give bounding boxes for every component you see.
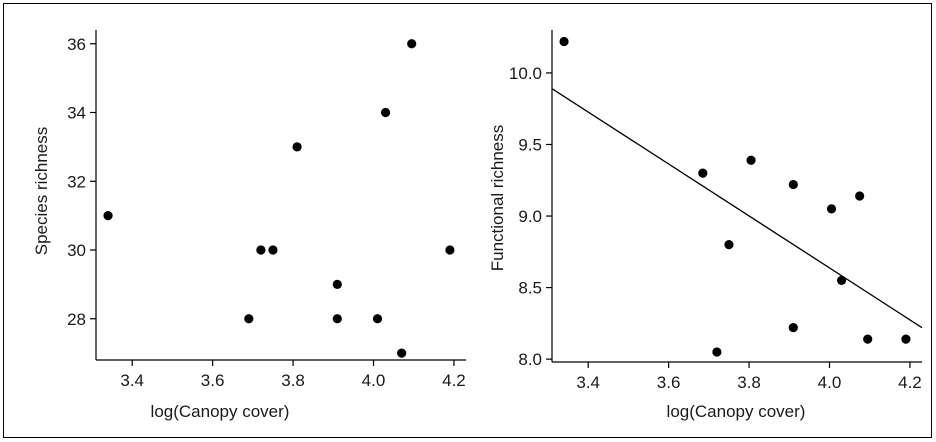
data-point	[698, 168, 708, 178]
data-point	[244, 314, 254, 324]
x-axis-title: log(Canopy cover)	[667, 402, 806, 421]
data-point	[863, 334, 873, 344]
data-point	[559, 36, 569, 47]
y-tick-label: 36	[67, 35, 86, 54]
x-tick-label: 4.2	[442, 371, 466, 390]
figure-frame	[3, 3, 932, 438]
x-tick-label: 4.2	[898, 373, 922, 392]
data-point	[836, 275, 847, 286]
y-tick-label: 32	[67, 172, 86, 191]
x-tick-label: 3.4	[120, 371, 144, 390]
data-point	[397, 348, 407, 358]
data-point	[332, 279, 342, 289]
y-tick-label: 10.0	[509, 64, 542, 83]
x-tick-label: 3.6	[657, 373, 681, 392]
functional-richness-panel: log(Canopy cover) Functional richness 3.…	[488, 30, 923, 421]
data-point	[788, 323, 798, 333]
y-tick-label: 34	[67, 104, 86, 123]
data-point	[826, 204, 837, 214]
data-point	[724, 240, 734, 250]
data-point	[380, 107, 391, 118]
data-point	[712, 347, 722, 357]
data-point	[407, 39, 417, 49]
data-point	[256, 245, 266, 255]
data-point	[445, 245, 455, 255]
y-axis-title: Functional richness	[488, 125, 507, 271]
x-tick-label: 3.8	[737, 373, 761, 392]
y-tick-label: 9.5	[518, 135, 542, 154]
data-point	[103, 211, 113, 221]
species-richness-panel: log(Canopy cover) Species richness 3.4 3.…	[32, 30, 466, 421]
data-point	[901, 334, 911, 344]
data-point	[268, 245, 278, 255]
regression-line	[551, 88, 923, 329]
x-tick-label: 4.0	[818, 373, 842, 392]
x-tick-label: 4.0	[362, 371, 386, 390]
data-point	[332, 314, 342, 324]
x-axis-title: log(Canopy cover)	[151, 402, 290, 421]
data-point	[292, 142, 302, 152]
data-point	[372, 314, 383, 324]
y-tick-label: 30	[67, 241, 86, 260]
y-tick-label: 28	[67, 310, 86, 329]
x-tick-label: 3.6	[201, 371, 225, 390]
x-tick-label: 3.4	[576, 373, 600, 392]
y-tick-label: 8.0	[518, 350, 542, 369]
y-tick-label: 9.0	[518, 207, 542, 226]
x-tick-label: 3.8	[281, 371, 305, 390]
data-point	[788, 179, 798, 190]
y-axis-title: Species richness	[32, 127, 51, 256]
data-point	[855, 191, 865, 201]
data-point	[746, 155, 756, 165]
y-tick-label: 8.5	[518, 279, 542, 298]
